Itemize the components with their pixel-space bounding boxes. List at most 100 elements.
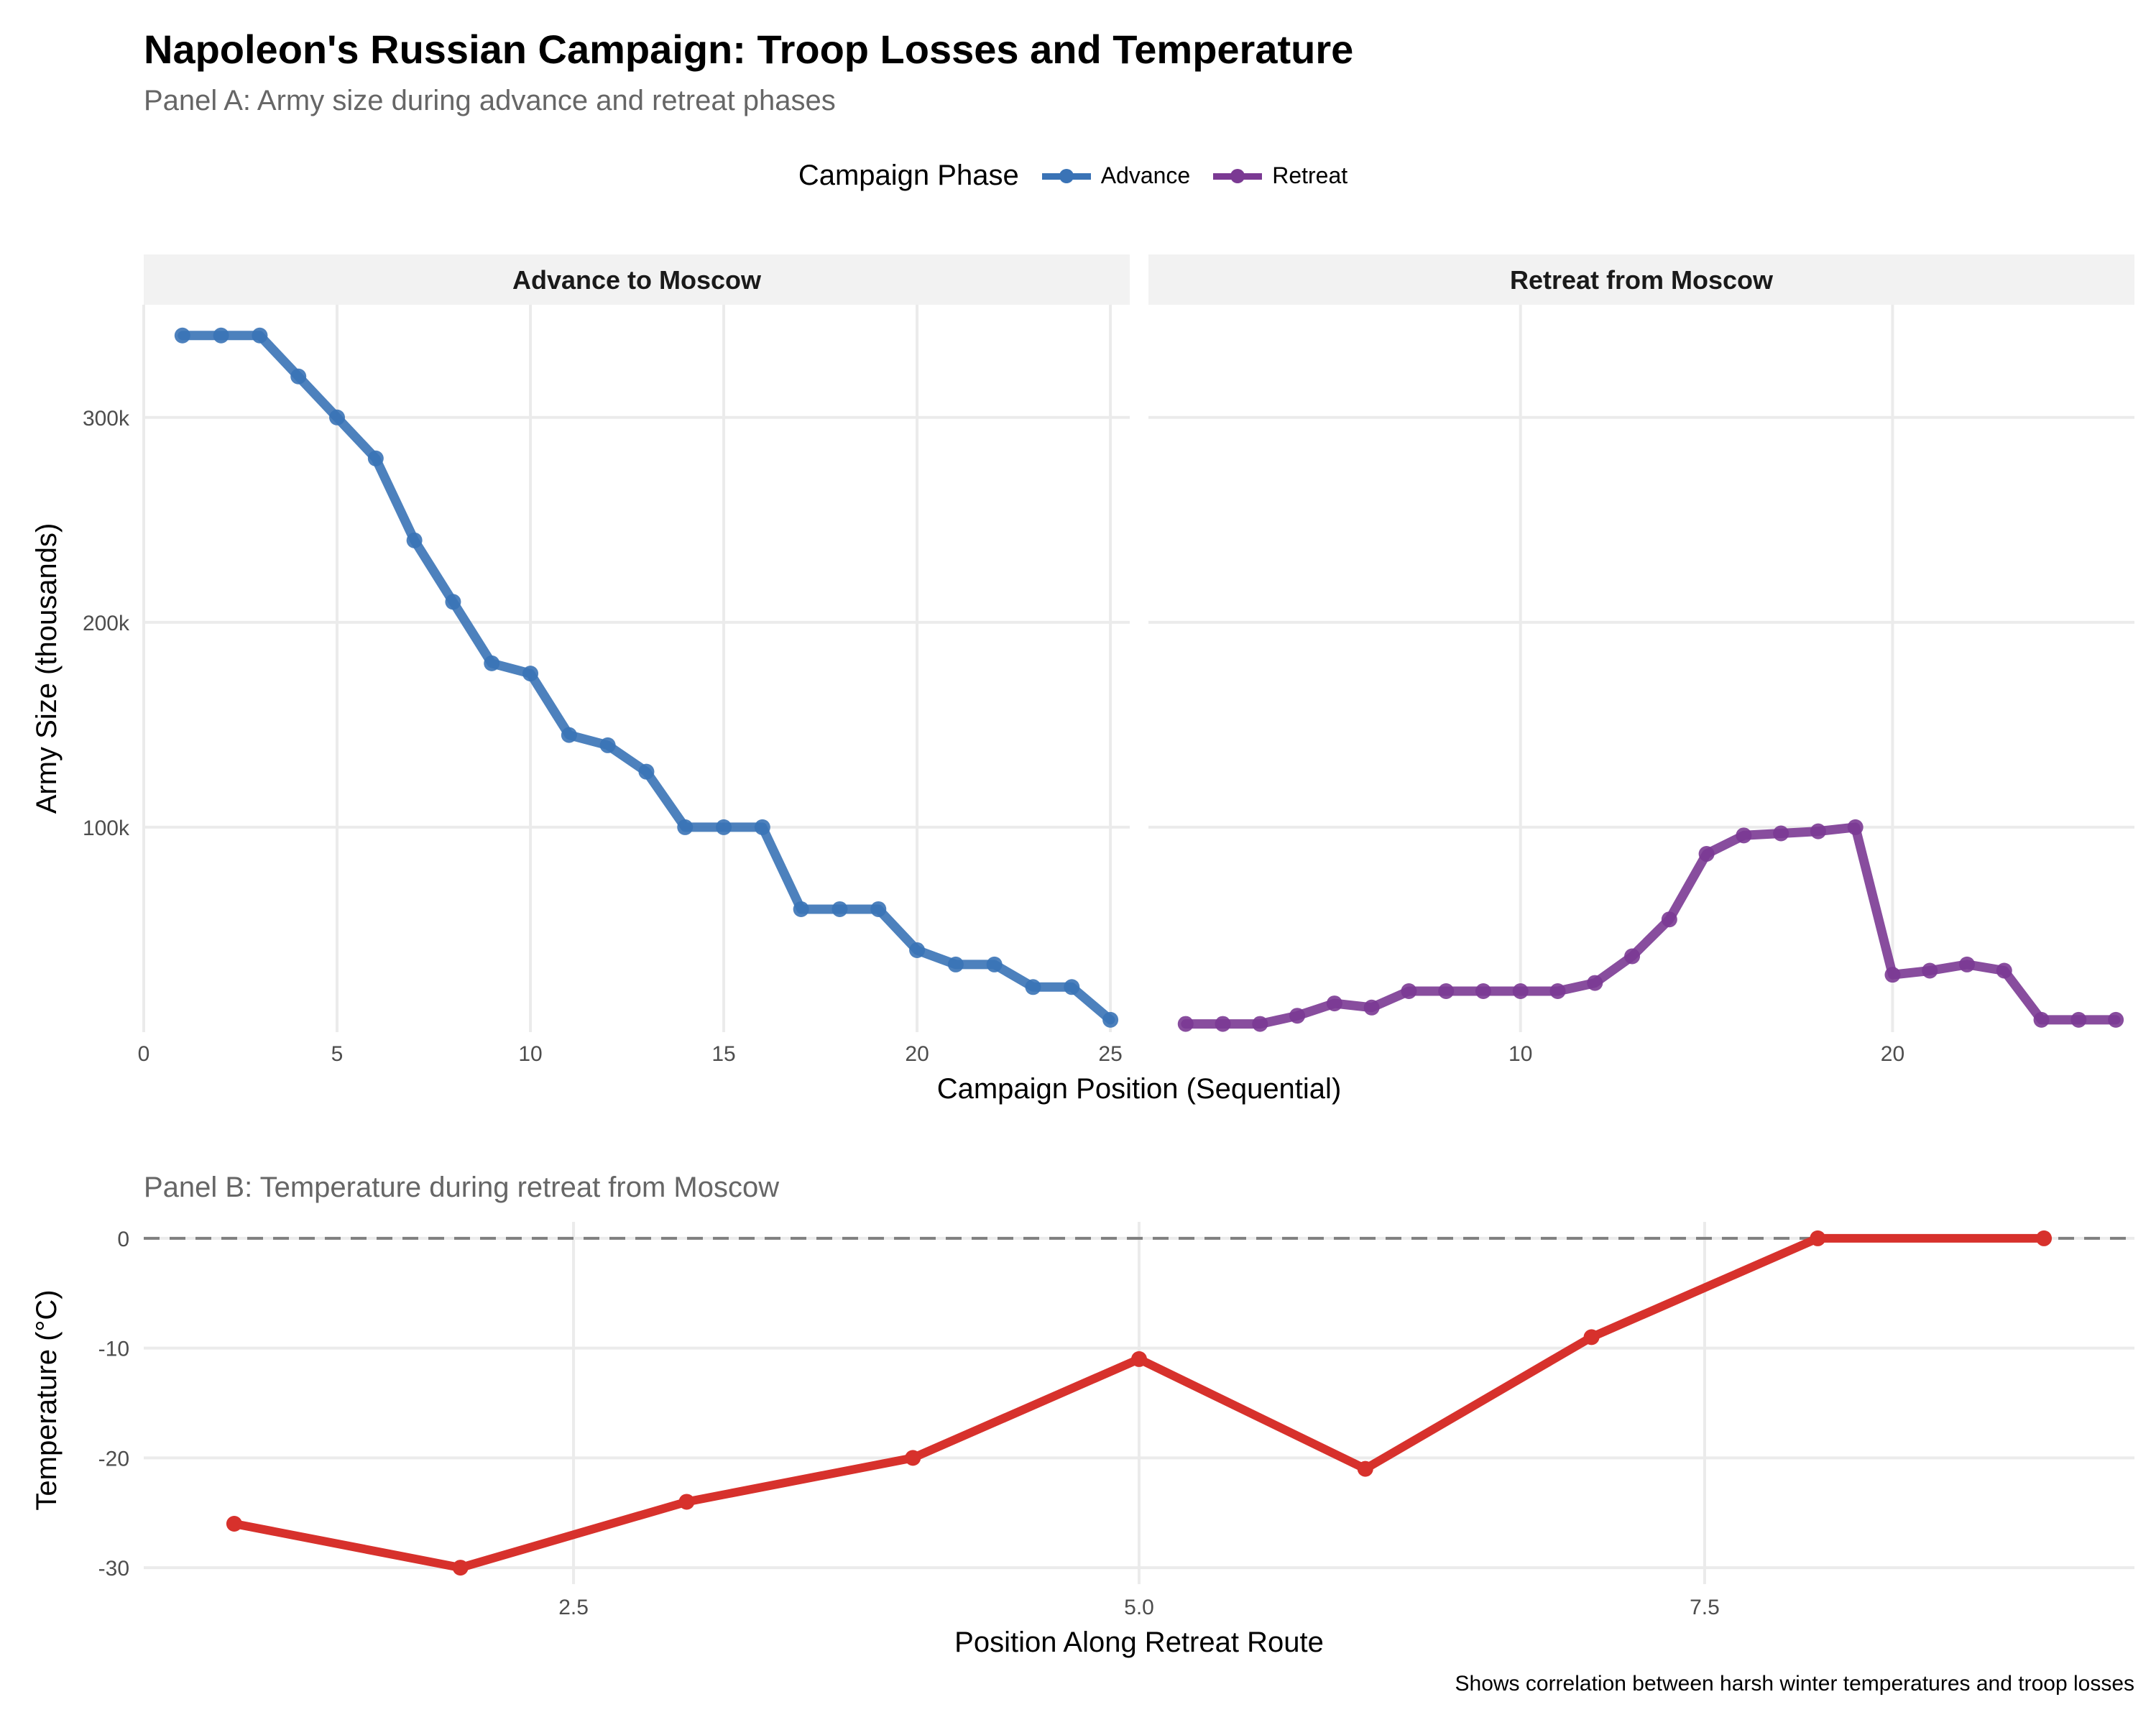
legend-label-advance: Advance — [1100, 162, 1191, 188]
facet-strip-label: Advance to Moscow — [512, 265, 762, 295]
y-tick-label: -10 — [98, 1338, 129, 1361]
data-point — [406, 532, 423, 548]
data-point — [1401, 983, 1417, 999]
data-point — [1587, 975, 1603, 991]
data-point — [213, 327, 229, 344]
panel-b-plot: 0 -10 -20 -30 2.5 5.0 7.5 Position Along Retrea… — [31, 1222, 2134, 1658]
data-point — [252, 327, 268, 344]
chart-title: Napoleon's Russian Campaign: Troop Losse… — [144, 27, 1354, 72]
y-tick-label: -20 — [98, 1447, 129, 1471]
data-point — [1959, 956, 1976, 972]
legend-key-retreat — [1213, 162, 1263, 190]
data-point — [947, 956, 964, 972]
x-tick-label: 10 — [518, 1042, 542, 1066]
legend-item-advance: Advance — [1041, 162, 1191, 190]
y-tick-label: 100k — [83, 816, 130, 840]
data-point — [986, 956, 1003, 972]
data-point — [1847, 819, 1864, 835]
legend: Campaign Phase Advance Retreat — [0, 160, 2156, 192]
facet-retreat: Retreat from Moscow 10 20 — [1148, 254, 2134, 1066]
data-point — [1289, 1008, 1306, 1024]
data-point — [522, 666, 539, 682]
data-point — [174, 327, 190, 344]
data-point — [2070, 1011, 2087, 1028]
data-point — [1102, 1011, 1119, 1028]
temperature-point — [678, 1494, 695, 1510]
data-point — [1810, 823, 1826, 840]
data-point — [1064, 979, 1080, 995]
facet-strip — [1148, 254, 2134, 305]
temperature-point — [1131, 1351, 1147, 1367]
x-tick-label: 5 — [331, 1042, 344, 1066]
data-point — [638, 763, 655, 780]
data-point — [793, 901, 809, 917]
facet-strip-label: Retreat from Moscow — [1510, 265, 1774, 295]
temperature-point — [1357, 1460, 1373, 1477]
data-point — [1438, 983, 1455, 999]
x-tick-label: 20 — [905, 1042, 929, 1066]
data-point — [870, 901, 887, 917]
caption: Shows correlation between harsh winter t… — [1455, 1672, 2135, 1696]
data-point — [1475, 983, 1491, 999]
x-tick-label: 2.5 — [558, 1596, 589, 1619]
data-point — [1884, 967, 1901, 983]
temperature-point — [1583, 1329, 1600, 1346]
x-tick-label: 20 — [1881, 1042, 1904, 1066]
temperature-point — [1810, 1230, 1826, 1246]
data-point — [1363, 999, 1380, 1016]
data-point — [2108, 1011, 2124, 1028]
legend-label-retreat: Retreat — [1272, 162, 1348, 188]
data-point — [1177, 1016, 1194, 1032]
x-axis-title-b: Position Along Retreat Route — [954, 1627, 1324, 1658]
y-tick-label: 300k — [83, 407, 130, 431]
x-tick-label: 0 — [138, 1042, 150, 1066]
y-axis-title: Army Size (thousands) — [31, 523, 63, 814]
data-point — [290, 368, 307, 385]
data-point — [1215, 1016, 1231, 1032]
temperature-point — [905, 1450, 921, 1466]
data-point — [561, 727, 577, 743]
data-point — [909, 942, 926, 958]
data-point — [1922, 962, 1938, 979]
temperature-point — [452, 1560, 469, 1576]
data-point — [1025, 979, 1041, 995]
data-point — [1512, 983, 1529, 999]
y-tick-label: -30 — [98, 1557, 129, 1581]
x-tick-label: 5.0 — [1124, 1596, 1154, 1619]
data-point — [1773, 825, 1789, 842]
data-point — [1996, 962, 2012, 979]
data-point — [1549, 983, 1566, 999]
x-tick-label: 25 — [1098, 1042, 1122, 1066]
panel-a-subtitle: Panel A: Army size during advance and re… — [144, 85, 836, 116]
temperature-point — [2036, 1230, 2053, 1246]
data-point — [2033, 1011, 2050, 1028]
y-tick-label: 0 — [117, 1228, 129, 1251]
y-axis-title-b: Temperature (°C) — [31, 1289, 63, 1510]
panel-b-subtitle: Panel B: Temperature during retreat from… — [144, 1172, 780, 1203]
facet-strip — [144, 254, 1130, 305]
series-line — [1181, 822, 2121, 1029]
data-point — [367, 450, 384, 466]
data-point — [599, 737, 616, 753]
legend-item-retreat: Retreat — [1213, 162, 1348, 190]
facet-advance: Advance to Moscow 0 5 10 15 20 25 — [138, 254, 1130, 1066]
data-point — [677, 819, 694, 835]
data-point — [831, 901, 848, 917]
series-line — [178, 331, 1115, 1025]
data-point — [1736, 827, 1752, 844]
x-tick-label: 10 — [1508, 1042, 1532, 1066]
data-point — [716, 819, 732, 835]
data-point — [1326, 995, 1342, 1012]
data-point — [1624, 948, 1641, 965]
y-tick-label: 200k — [83, 612, 130, 635]
data-point — [445, 594, 461, 610]
data-point — [1252, 1016, 1268, 1032]
x-tick-label: 15 — [711, 1042, 735, 1066]
x-tick-label: 7.5 — [1690, 1596, 1720, 1619]
data-point — [1661, 911, 1677, 928]
legend-title: Campaign Phase — [798, 160, 1019, 191]
data-point — [484, 655, 500, 671]
data-point — [754, 819, 770, 835]
data-point — [329, 409, 346, 426]
